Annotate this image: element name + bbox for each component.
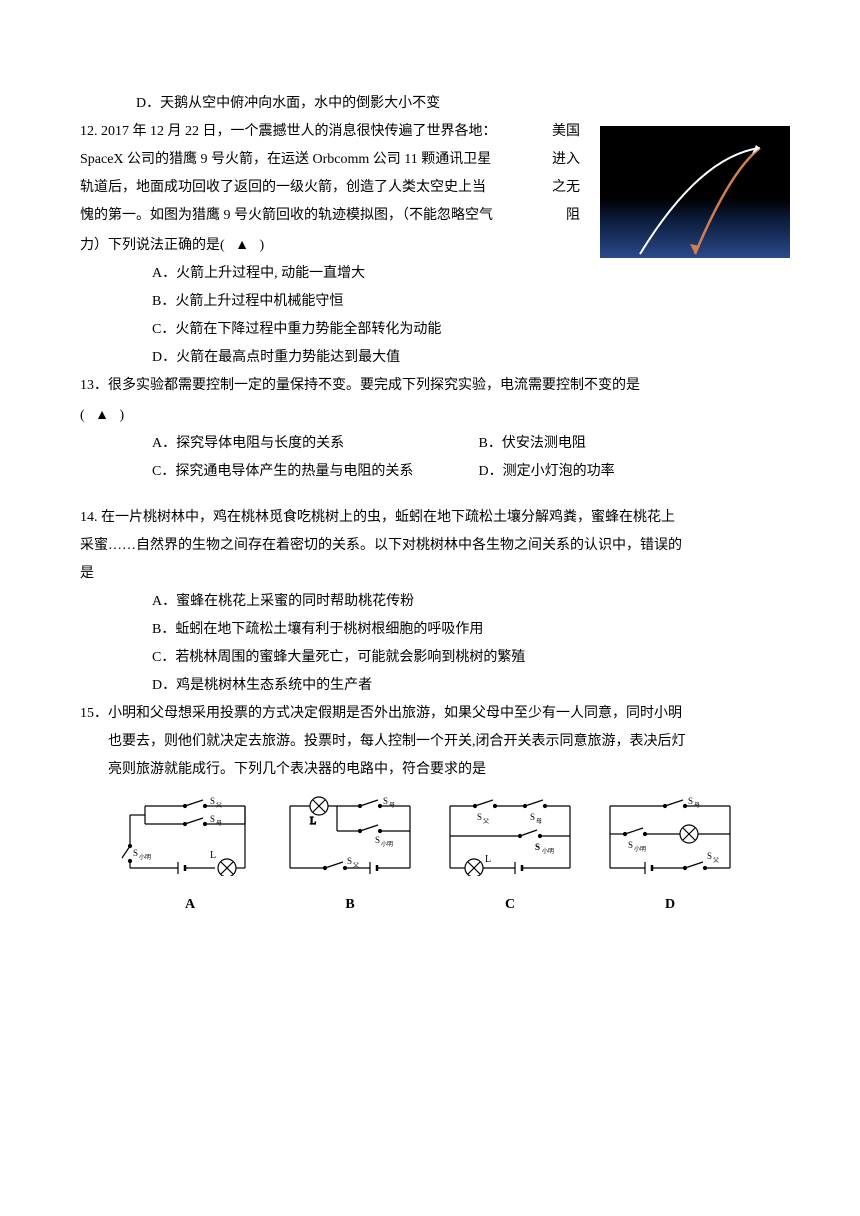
svg-text:父: 父 — [353, 862, 359, 869]
q12-text-r: 阻 — [566, 202, 580, 230]
svg-text:S: S — [383, 796, 388, 806]
svg-text:母: 母 — [216, 820, 222, 827]
q13-opt-b: B．伏安法测电阻 — [479, 430, 780, 458]
paren-l: ( — [80, 408, 85, 423]
q14-stem-line: 是 — [80, 560, 780, 588]
svg-text:父: 父 — [216, 802, 222, 809]
q14-stem-line: 采蜜……自然界的生物之间存在着密切的关系。以下对桃树林中各生物之间关系的认识中，… — [80, 532, 780, 560]
triangle-icon: ▲ — [95, 406, 109, 422]
svg-text:S: S — [628, 840, 633, 850]
svg-text:小明: 小明 — [634, 845, 646, 853]
q15-stem-line: 也要去，则他们就决定去旅游。投票时，每人控制一个开关,闭合开关表示同意旅游，表决… — [80, 728, 780, 756]
q13-row1: A．探究导体电阻与长度的关系 B．伏安法测电阻 — [80, 430, 780, 458]
svg-text:S: S — [530, 812, 535, 822]
q12-text: SpaceX 公司的猎鹰 9 号火箭，在运送 Orbcomm 公司 11 颗通讯… — [80, 152, 491, 167]
circuit-b-label: B — [275, 891, 425, 919]
circuit-d-label: D — [595, 891, 745, 919]
q12-text-r: 美国 — [552, 118, 580, 146]
q13-opt-a: A．探究导体电阻与长度的关系 — [152, 430, 479, 458]
triangle-icon: ▲ — [235, 236, 249, 252]
circuit-b: L S母 S小明 S父 B — [275, 796, 425, 919]
q14-opt-c: C．若桃林周围的蜜蜂大量死亡，可能就会影响到桃树的繁殖 — [80, 644, 780, 672]
spacer — [80, 486, 780, 504]
svg-text:S: S — [535, 842, 540, 852]
q12-text: 12. 2017 年 12 月 22 日，一个震撼世人的消息很快传遍了世界各地： — [80, 124, 497, 139]
circuit-a: S父 S母 S小明 L A — [115, 796, 265, 919]
q15-stem-line: 15．小明和父母想采用投票的方式决定假期是否外出旅游，如果父母中至少有一人同意，… — [80, 700, 780, 728]
svg-text:小明: 小明 — [139, 853, 151, 861]
q12-text: 轨道后，地面成功回收了返回的一级火箭，创造了人类太空史上当 — [80, 180, 486, 195]
label-lamp: L — [210, 850, 216, 861]
q13-opt-c: C．探究通电导体产生的热量与电阻的关系 — [152, 458, 479, 486]
q12-rocket-image — [600, 126, 790, 258]
svg-text:L: L — [485, 854, 491, 865]
q14-opt-b: B．蚯蚓在地下疏松土壤有利于桃树根细胞的呼吸作用 — [80, 616, 780, 644]
q12-opt-a: A．火箭上升过程中, 动能一直增大 — [80, 260, 780, 288]
svg-text:S: S — [707, 851, 712, 861]
label-s-ming: S — [133, 848, 138, 858]
svg-text:小明: 小明 — [542, 847, 554, 855]
svg-text:母: 母 — [389, 802, 395, 809]
circuits-row: S父 S母 S小明 L A L — [80, 784, 780, 919]
q15-stem-line: 亮则旅游就能成行。下列几个表决器的电路中，符合要求的是 — [80, 756, 780, 784]
q14-opt-a: A．蜜蜂在桃花上采蜜的同时帮助桃花传粉 — [80, 588, 780, 616]
q14-stem-line: 14. 在一片桃树林中，鸡在桃林觅食吃桃树上的虫，蚯蚓在地下疏松土壤分解鸡粪，蜜… — [80, 504, 780, 532]
svg-text:S: S — [477, 812, 482, 822]
q12-opt-b: B．火箭上升过程中机械能守恒 — [80, 288, 780, 316]
circuit-d: S母 S小明 S父 D — [595, 796, 745, 919]
q13-row2: C．探究通电导体产生的热量与电阻的关系 D．测定小灯泡的功率 — [80, 458, 780, 486]
q13-paren: ( ▲ ) — [80, 400, 780, 430]
q12-block: 12. 2017 年 12 月 22 日，一个震撼世人的消息很快传遍了世界各地：… — [80, 118, 780, 372]
q13-stem: 13．很多实验都需要控制一定的量保持不变。要完成下列探究实验，电流需要控制不变的… — [80, 372, 780, 400]
q12-text: 力）下列说法正确的是( — [80, 238, 225, 253]
svg-text:S: S — [375, 835, 380, 845]
q14-opt-d: D．鸡是桃树林生态系统中的生产者 — [80, 672, 780, 700]
q13-opt-d: D．测定小灯泡的功率 — [479, 458, 780, 486]
circuit-a-label: A — [115, 891, 265, 919]
svg-text:母: 母 — [536, 818, 542, 825]
q12-text: ) — [260, 238, 265, 253]
svg-text:父: 父 — [483, 818, 489, 825]
paren-r: ) — [120, 408, 125, 423]
circuit-c: S父 S母 S小明 L C — [435, 796, 585, 919]
svg-text:S: S — [347, 856, 352, 866]
q12-opt-c: C．火箭在下降过程中重力势能全部转化为动能 — [80, 316, 780, 344]
svg-text:父: 父 — [713, 857, 719, 864]
q12-opt-d: D．火箭在最高点时重力势能达到最大值 — [80, 344, 780, 372]
q12-text-r: 之无 — [552, 174, 580, 202]
svg-text:S: S — [688, 796, 693, 806]
q12-text-r: 进入 — [552, 146, 580, 174]
label-s-father: S — [210, 796, 215, 806]
q11-opt-d: D．天鹅从空中俯冲向水面，水中的倒影大小不变 — [80, 90, 780, 118]
svg-text:母: 母 — [694, 802, 700, 809]
q12-text: 愧的第一。如图为猎鹰 9 号火箭回收的轨迹模拟图，（不能忽略空气 — [80, 208, 493, 223]
label-s-mother: S — [210, 814, 215, 824]
circuit-c-label: C — [435, 891, 585, 919]
svg-text:L: L — [310, 816, 316, 827]
svg-text:小明: 小明 — [381, 840, 393, 848]
